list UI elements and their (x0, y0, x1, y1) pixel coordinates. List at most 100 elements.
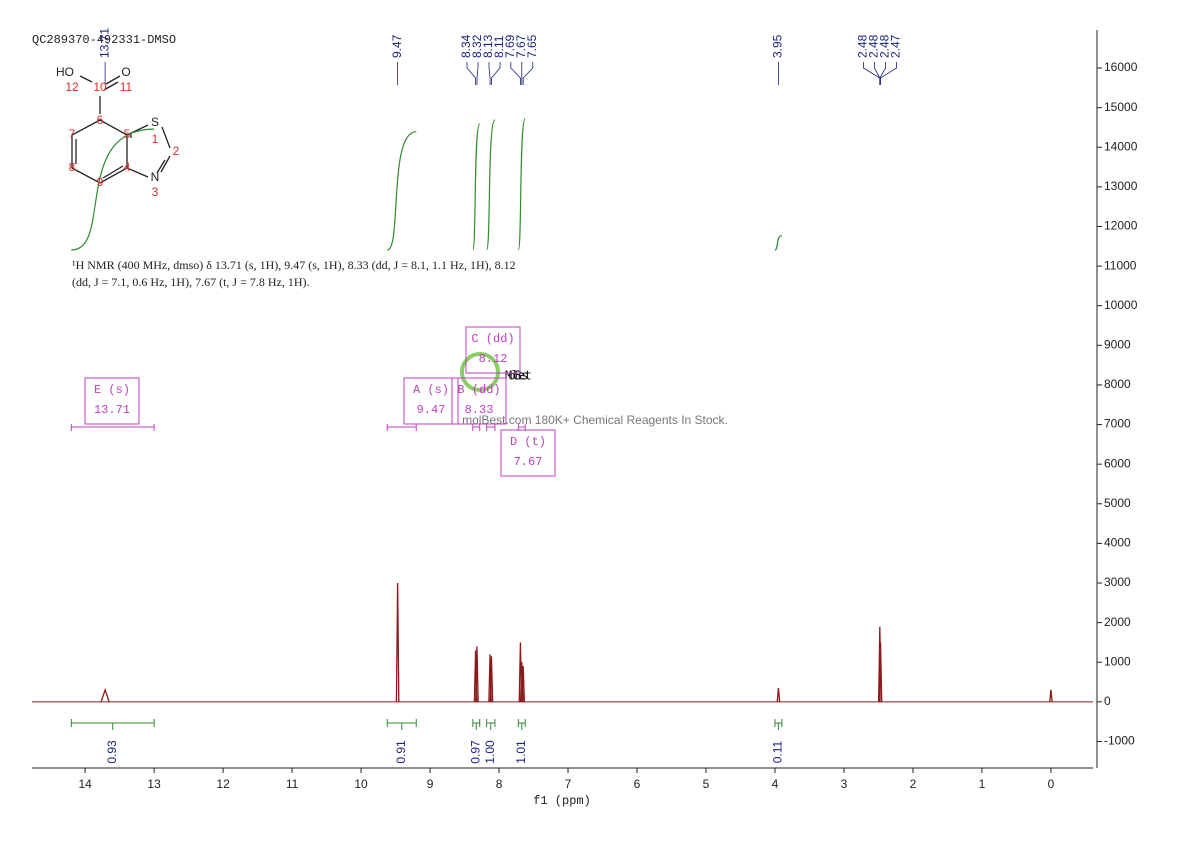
multiplet-box (403, 377, 459, 425)
x-tick-label: 3 (841, 777, 848, 791)
peak-label: 13.71 (97, 28, 111, 58)
y-tick-label: 6000 (1104, 456, 1131, 470)
peak-label: 7.67 (514, 34, 528, 58)
atom-number: 6 (97, 113, 104, 127)
peak-label: 3.95 (771, 34, 785, 58)
description: (dd, J = 7.1, 0.6 Hz, 1H), 7.67 (t, J = … (72, 275, 310, 289)
peak-label: 8.34 (459, 34, 473, 58)
peak-label: 8.32 (470, 34, 484, 58)
watermark-tagline: molBest.com 180K+ Chemical Reagents In S… (462, 413, 728, 427)
atom-label: N (151, 170, 160, 184)
x-tick-label: 1 (979, 777, 986, 791)
y-tick-label: 4000 (1104, 536, 1131, 550)
x-tick-label: 12 (216, 777, 230, 791)
multiplet-shift: 13.71 (94, 403, 130, 417)
x-tick-label: 4 (772, 777, 779, 791)
atom-label: O (121, 65, 130, 79)
x-tick-label: 5 (703, 777, 710, 791)
multiplet-range (70, 424, 155, 431)
integral-bracket (774, 719, 783, 730)
atom-number: 5 (124, 127, 131, 141)
peak (100, 687, 110, 703)
y-tick-label: 10000 (1104, 298, 1138, 312)
watermark-logo: MolBest (505, 369, 531, 383)
peak-label-leader (874, 62, 881, 85)
integral-bracket (70, 719, 155, 730)
integral-curve (71, 128, 155, 251)
integral-curve (774, 235, 783, 251)
x-tick-label: 6 (634, 777, 641, 791)
atom-number: 4 (124, 160, 131, 174)
peak-label: 7.69 (503, 34, 517, 58)
peak-label: 2.47 (889, 34, 903, 58)
peak-label: 2.48 (856, 34, 870, 58)
peak-label-leader (491, 62, 501, 85)
atom-number: 3 (152, 185, 159, 199)
integral-curve (486, 119, 496, 251)
description: ¹H NMR (400 MHz, dmso) δ 13.71 (s, 1H), … (72, 258, 516, 272)
y-tick-label: 11000 (1104, 258, 1137, 272)
atom-number: 8 (69, 160, 76, 174)
multiplet-shift: 8.12 (479, 352, 508, 366)
peak-label-leader (488, 62, 491, 85)
multiplet-name: A (s) (413, 383, 449, 397)
peak (395, 582, 400, 702)
atom-number: 12 (65, 80, 79, 94)
multiplet-range (472, 424, 481, 431)
multiplet-name: D (t) (510, 435, 546, 449)
multiplet-box (465, 326, 521, 374)
peak-label: 7.65 (525, 34, 539, 58)
x-tick-label: 2 (910, 777, 917, 791)
x-axis-label: f1 (ppm) (533, 794, 591, 808)
multiplet-shift: 9.47 (417, 403, 446, 417)
integral-curve (472, 123, 481, 251)
integral-bracket (472, 719, 481, 730)
y-tick-label: 12000 (1104, 219, 1138, 233)
y-tick-label: 1000 (1104, 654, 1131, 668)
peak-label-leader (466, 62, 476, 85)
y-tick-label: 3000 (1104, 575, 1131, 589)
x-tick-label: 8 (496, 777, 503, 791)
y-tick-label: 16000 (1104, 60, 1138, 74)
peak-label-leader (522, 62, 534, 85)
multiplet-box (500, 429, 556, 477)
multiplet-range (486, 424, 496, 431)
integral-label: 1.01 (514, 740, 528, 764)
y-tick-label: 9000 (1104, 337, 1131, 351)
y-tick-label: 2000 (1104, 615, 1131, 629)
y-tick-label: 8000 (1104, 377, 1131, 391)
multiplet-name: C (dd) (471, 332, 514, 346)
x-tick-label: 14 (78, 777, 92, 791)
y-tick-label: -1000 (1104, 734, 1135, 748)
x-tick-label: 13 (147, 777, 161, 791)
peak (489, 656, 494, 702)
multiplet-box (451, 377, 507, 425)
peak (776, 687, 781, 702)
multiplet-name: B (dd) (457, 383, 500, 397)
peak-label-leader (510, 62, 521, 85)
y-tick-label: 15000 (1104, 100, 1138, 114)
atom-number: 1 (152, 132, 159, 146)
x-tick-label: 9 (427, 777, 434, 791)
multiplet-box (84, 377, 140, 425)
integral-curve (386, 131, 417, 251)
integral-label: 0.97 (468, 740, 482, 764)
atom-number: 2 (173, 144, 180, 158)
multiplet-shift: 8.33 (465, 403, 494, 417)
watermark-icon (460, 352, 500, 392)
chart-title: QC289370-492331-DMSO (32, 33, 176, 47)
integral-label: 0.93 (105, 740, 119, 764)
y-tick-label: 7000 (1104, 417, 1131, 431)
peak-label: 2.48 (867, 34, 881, 58)
peak-label: 2.48 (878, 34, 892, 58)
x-tick-label: 11 (286, 777, 299, 791)
integral-bracket (486, 719, 496, 730)
x-tick-label: 0 (1048, 777, 1055, 791)
atom-label: HO (56, 65, 74, 79)
peak (878, 642, 883, 702)
peak-label-leader (476, 62, 479, 85)
multiplet-shift: 7.67 (514, 455, 543, 469)
atom-number: 9 (97, 175, 104, 189)
multiplet-name: E (s) (94, 383, 130, 397)
